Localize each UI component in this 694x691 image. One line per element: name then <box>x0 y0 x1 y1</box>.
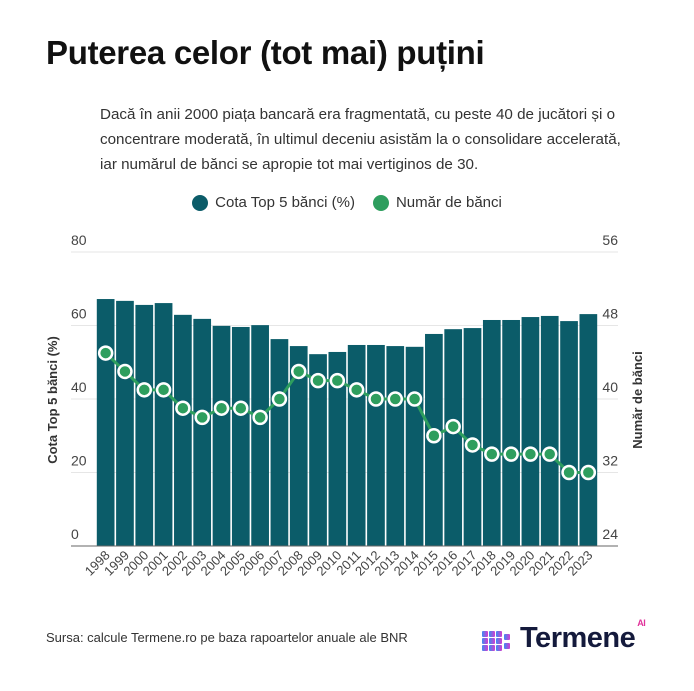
bar-2006 <box>251 325 269 546</box>
logo-text: Termene <box>520 622 636 654</box>
legend-swatch-bar <box>192 194 209 211</box>
source-note: Sursa: calcule Termene.ro pe baza rapoar… <box>46 630 408 645</box>
bar-2002 <box>174 314 192 546</box>
bar-2018 <box>482 319 501 546</box>
bar-2016 <box>444 329 463 546</box>
bar-2017 <box>463 328 482 546</box>
legend-swatch-line <box>372 194 389 211</box>
left-tick-label: 40 <box>71 379 87 395</box>
page-title: Puterea celor (tot mai) puțini <box>46 34 485 71</box>
bar-2004 <box>212 325 231 546</box>
logo-ai-badge: AI <box>637 618 646 628</box>
banks-point-2020 <box>522 446 539 462</box>
right-tick-label: 48 <box>602 306 618 322</box>
right-tick-label: 56 <box>602 232 618 248</box>
banks-point-2004 <box>213 400 230 416</box>
banks-point-2005 <box>233 400 249 416</box>
legend-item-top5: Cota Top 5 bănci (%) <box>192 194 355 211</box>
banks-point-2018 <box>484 446 500 462</box>
banks-point-2013 <box>387 391 404 407</box>
banks-point-2011 <box>348 382 365 398</box>
left-axis-title: Cota Top 5 bănci (%) <box>45 336 60 464</box>
bar-2014 <box>405 346 424 546</box>
left-tick-label: 20 <box>71 453 87 469</box>
left-tick-label: 60 <box>71 306 87 322</box>
bar-2008 <box>289 346 308 546</box>
bar-2019 <box>502 319 520 546</box>
bar-1998 <box>96 299 115 546</box>
left-tick-label: 80 <box>71 232 87 248</box>
banks-point-2021 <box>541 446 558 462</box>
right-axis-title: Număr de bănci <box>630 351 645 449</box>
banks-point-2016 <box>445 418 461 435</box>
banks-point-2008 <box>290 363 307 380</box>
banks-point-2006 <box>252 409 268 426</box>
right-tick-label: 40 <box>602 379 618 395</box>
banks-point-2002 <box>175 400 191 416</box>
banks-point-2000 <box>136 382 153 398</box>
bar-2021 <box>540 315 559 546</box>
bar-2000 <box>135 304 154 546</box>
termene-logo: Termene AI <box>480 618 646 655</box>
legend-label: Număr de bănci <box>395 194 502 211</box>
right-tick-label: 24 <box>602 526 618 542</box>
banks-point-2014 <box>406 391 423 407</box>
left-tick-label: 0 <box>71 526 79 542</box>
banks-point-1999 <box>117 363 133 380</box>
bar-2023 <box>579 314 598 546</box>
cube-logo-icon <box>482 630 510 651</box>
bar-2001 <box>154 303 173 546</box>
banks-point-2010 <box>329 372 346 389</box>
banks-point-2022 <box>561 464 577 481</box>
bar-2022 <box>560 321 578 546</box>
banks-point-1998 <box>97 345 114 361</box>
bar-2012 <box>367 344 385 546</box>
banks-point-2003 <box>194 409 210 426</box>
banks-point-2001 <box>155 382 172 398</box>
chart-legend: Cota Top 5 bănci (%) Număr de bănci <box>0 194 694 211</box>
legend-label: Cota Top 5 bănci (%) <box>215 194 355 211</box>
legend-item-banks: Număr de bănci <box>372 194 502 211</box>
bar-2011 <box>347 344 366 546</box>
banks-point-2017 <box>464 437 481 453</box>
banks-point-2015 <box>426 428 442 444</box>
bar-2013 <box>386 346 405 546</box>
bar-2010 <box>328 351 347 546</box>
bar-2005 <box>231 326 250 546</box>
banks-point-2012 <box>368 391 384 407</box>
banks-point-2007 <box>271 391 288 407</box>
banks-point-2023 <box>580 464 597 481</box>
bar-2009 <box>309 354 327 546</box>
banks-point-2009 <box>310 372 326 389</box>
bar-2007 <box>270 339 289 546</box>
bar-2020 <box>521 317 540 546</box>
chart: 0204060802432404856199819992000200120022… <box>45 232 645 579</box>
right-tick-label: 32 <box>602 453 618 469</box>
subtitle: Dacă în anii 2000 piața bancară era frag… <box>100 106 621 173</box>
bar-1999 <box>116 300 134 546</box>
bar-2003 <box>193 318 212 546</box>
banks-point-2019 <box>503 446 519 462</box>
